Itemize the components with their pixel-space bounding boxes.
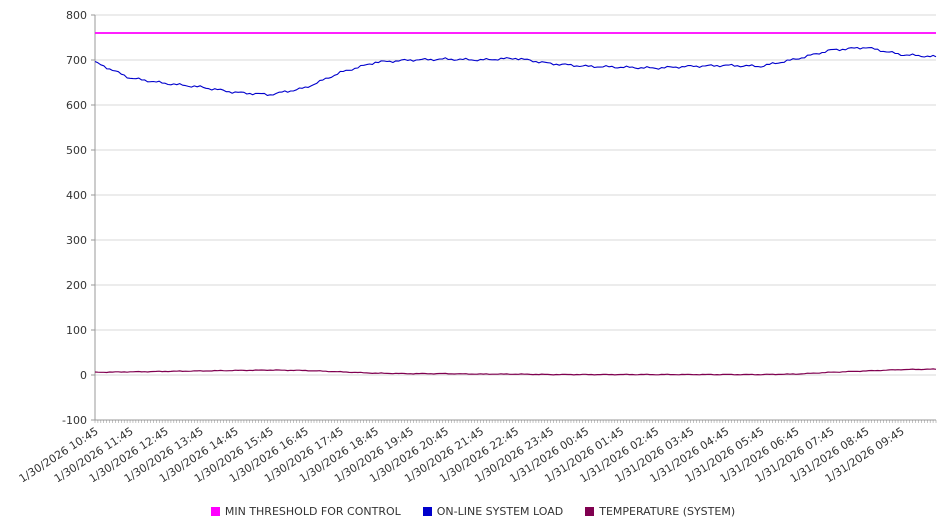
y-tick-label: 100	[66, 324, 87, 337]
legend-item-temperature[interactable]: TEMPERATURE (SYSTEM)	[585, 505, 735, 518]
y-tick-label: 400	[66, 189, 87, 202]
y-tick-label: 500	[66, 144, 87, 157]
legend-item-system-load[interactable]: ON-LINE SYSTEM LOAD	[422, 505, 564, 518]
legend: MIN THRESHOLD FOR CONTROL ON-LINE SYSTEM…	[0, 505, 946, 518]
legend-swatch-min-threshold	[210, 507, 220, 516]
y-tick-label: 300	[66, 234, 87, 247]
legend-label-min-threshold: MIN THRESHOLD FOR CONTROL	[224, 505, 401, 518]
legend-label-system-load: ON-LINE SYSTEM LOAD	[436, 505, 564, 518]
y-axis-labels: -100 0 100 200 300 400 500 600 700 800	[62, 9, 87, 427]
y-tick-label: 700	[66, 54, 87, 67]
plot-area: -100 0 100 200 300 400 500 600 700 800 1/30/2026 1…	[17, 9, 937, 486]
y-tick-label: -100	[62, 414, 87, 427]
legend-swatch-temperature	[585, 507, 595, 516]
series-line-2	[94, 368, 937, 376]
legend-item-min-threshold[interactable]: MIN THRESHOLD FOR CONTROL	[210, 505, 401, 518]
gridlines	[91, 14, 936, 421]
y-tick-label: 200	[66, 279, 87, 292]
y-tick-label: 800	[66, 9, 87, 22]
y-tick-label: 0	[80, 369, 87, 382]
x-axis-labels: 1/30/2026 10:451/30/2026 11:451/30/2026 …	[17, 425, 907, 486]
series-line-1	[94, 46, 937, 96]
y-tick-label: 600	[66, 99, 87, 112]
x-axis-ticks	[94, 420, 937, 423]
legend-label-temperature: TEMPERATURE (SYSTEM)	[599, 505, 736, 518]
legend-swatch-system-load	[422, 507, 432, 516]
